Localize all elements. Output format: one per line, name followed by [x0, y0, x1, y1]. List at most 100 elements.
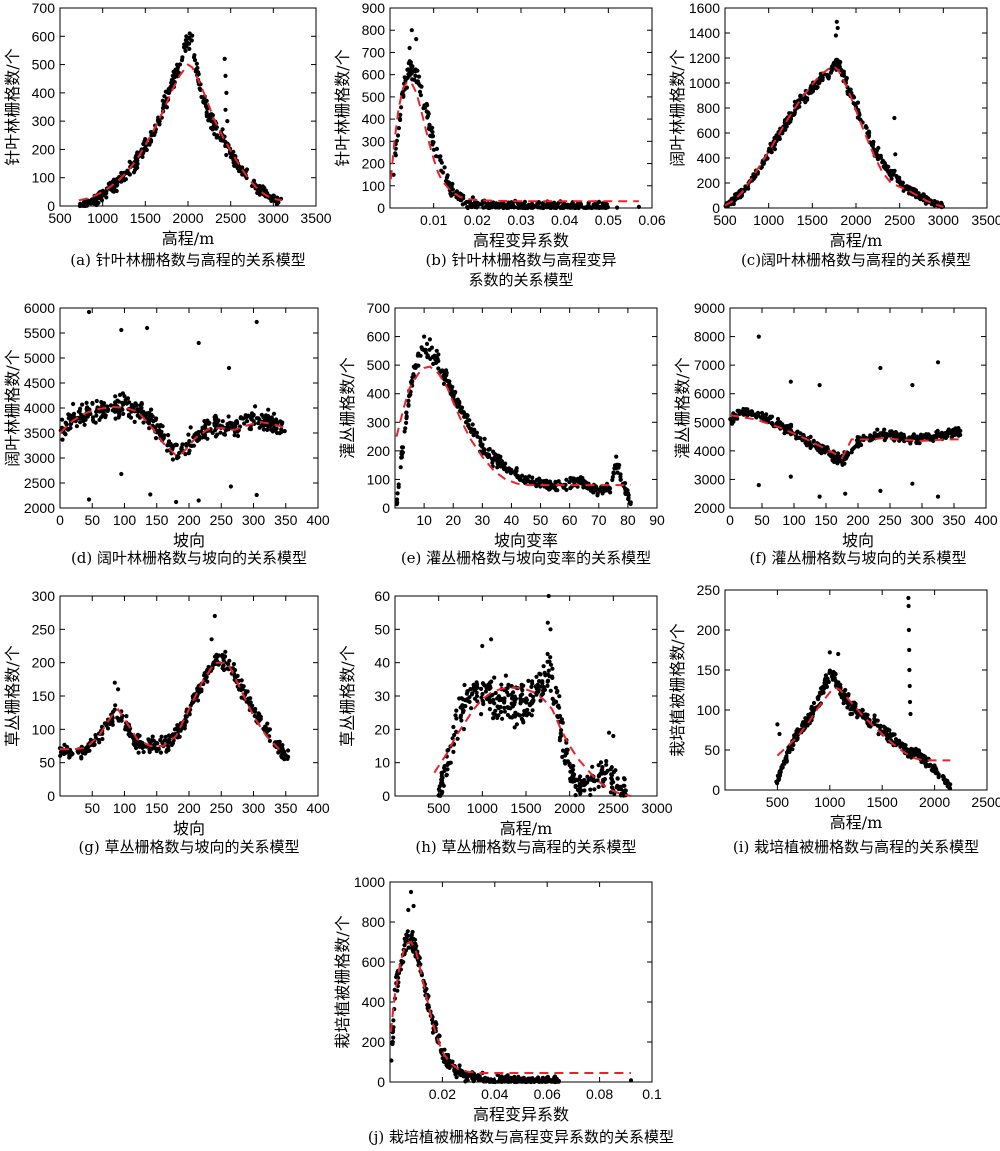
- scatter-point: [474, 205, 479, 210]
- scatter-point: [552, 1079, 558, 1084]
- scatter-point: [617, 463, 622, 468]
- y-axis-label: 灌丛栅格数/个: [673, 357, 692, 458]
- scatter-point: [254, 319, 259, 325]
- scatter-point: [425, 113, 430, 119]
- scatter-point: [153, 746, 158, 751]
- scatter-point: [187, 46, 192, 52]
- scatter-point: [147, 414, 152, 419]
- scatter-point: [442, 765, 447, 770]
- scatter-point: [480, 681, 485, 686]
- scatter-point: [538, 698, 543, 703]
- scatter-point: [497, 459, 502, 464]
- scatter-point: [472, 696, 477, 701]
- scatter-point: [788, 474, 793, 479]
- scatter-point: [843, 491, 848, 496]
- scatter-point: [824, 684, 829, 689]
- panel-caption: (f) 灌丛栅格数与坡向的关系模型: [749, 549, 966, 567]
- scatter-point: [570, 767, 576, 772]
- fit-line: [433, 686, 631, 797]
- scatter-point: [465, 689, 470, 694]
- scatter-point: [430, 129, 435, 135]
- scatter-point: [196, 437, 201, 442]
- scatter-point: [502, 465, 507, 470]
- x-tick-label: 0.04: [481, 1086, 508, 1102]
- scatter-point: [63, 421, 68, 426]
- scatter-point: [470, 195, 475, 200]
- scatter-point: [882, 433, 888, 438]
- x-tick-label: 400: [306, 512, 330, 528]
- scatter-point: [609, 781, 614, 786]
- scatter-point: [521, 683, 526, 688]
- scatter-point: [817, 449, 822, 454]
- scatter-point: [212, 423, 217, 428]
- scatter-point: [85, 745, 90, 750]
- scatter-point: [153, 425, 158, 430]
- scatter-point: [609, 777, 615, 782]
- scatter-point: [399, 455, 404, 460]
- scatter-point: [485, 453, 490, 458]
- scatter-point: [165, 443, 170, 448]
- scatter-point: [391, 172, 396, 177]
- scatter-point: [875, 427, 880, 432]
- scatter-point: [893, 737, 899, 742]
- y-tick-label: 4000: [24, 400, 55, 416]
- scatter-point: [198, 87, 203, 92]
- scatter-point: [482, 436, 487, 441]
- scatter-point: [488, 685, 493, 690]
- scatter-point: [256, 421, 261, 426]
- scatter-point: [811, 700, 817, 706]
- scatter-point: [402, 429, 407, 434]
- scatter-point: [831, 61, 836, 67]
- scatter-point: [588, 787, 593, 792]
- y-tick-label: 150: [697, 662, 721, 678]
- scatter-point: [223, 649, 228, 654]
- scatter-point: [441, 373, 446, 378]
- y-axis-label: 灌丛栅格数/个: [338, 357, 357, 458]
- scatter-point: [172, 443, 177, 448]
- chart-panel-d: 0 50 100 150 200 250 300 350 400 2000 2500 3000 3500…: [3, 300, 330, 567]
- scatter-point: [491, 716, 496, 721]
- scatter-point: [112, 707, 117, 712]
- scatter-point: [410, 77, 415, 82]
- y-tick-label: 200: [697, 175, 721, 191]
- scatter-point: [242, 421, 247, 426]
- scatter-point: [395, 133, 401, 138]
- scatter-point: [830, 456, 835, 461]
- chart-panel-h: 500 1000 1500 2000 2500 3000 0 10 20 30 40 50 60 高程/m…: [338, 588, 673, 856]
- scatter-point: [939, 430, 945, 435]
- scatter-point: [417, 89, 423, 94]
- scatter-point: [882, 427, 887, 432]
- scatter-point: [531, 694, 536, 699]
- scatter-point: [156, 746, 161, 752]
- scatter-point: [436, 366, 441, 371]
- scatter-point: [451, 724, 456, 730]
- scatter-point: [573, 784, 578, 790]
- y-tick-label: 100: [32, 721, 56, 737]
- x-tick-label: 350: [942, 512, 966, 528]
- scatter-point: [183, 38, 188, 43]
- scatter-point: [580, 482, 586, 487]
- x-tick-label: 3000: [641, 800, 672, 816]
- scatter-point: [628, 500, 633, 505]
- scatter-point: [509, 205, 514, 210]
- scatter-point: [487, 1079, 492, 1084]
- scatter-point: [500, 462, 505, 467]
- scatter-point: [81, 414, 86, 419]
- y-tick-label: 2000: [694, 500, 725, 516]
- scatter-point: [429, 345, 434, 350]
- y-tick-label: 0: [47, 198, 55, 214]
- scatter-point: [502, 709, 507, 714]
- scatter-point: [933, 765, 938, 770]
- scatter-point: [434, 154, 439, 159]
- scatter-point: [425, 354, 431, 359]
- scatter-point: [162, 738, 167, 743]
- scatter-point: [623, 788, 628, 793]
- scatter-point: [158, 738, 163, 743]
- scatter-point: [821, 686, 826, 692]
- scatter-point: [445, 173, 450, 178]
- scatter-point: [135, 732, 140, 737]
- scatter-point: [71, 401, 76, 407]
- scatter-point: [244, 167, 250, 172]
- scatter-point: [467, 695, 472, 700]
- scatter-point: [214, 135, 219, 140]
